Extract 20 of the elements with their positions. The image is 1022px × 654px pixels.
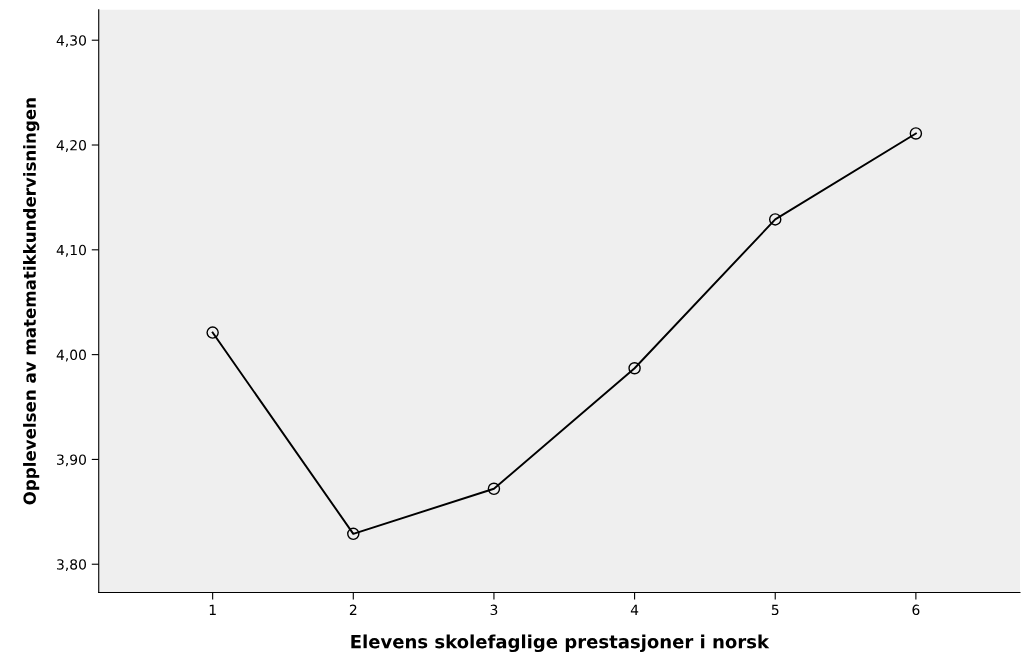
x-tick-label: 4 — [630, 604, 639, 615]
y-tick-label: 3,80 — [57, 559, 86, 572]
point — [347, 527, 360, 541]
y-tick-label: 4,30 — [56, 35, 86, 48]
point — [206, 326, 219, 339]
point — [628, 361, 641, 375]
x-tick-label: 6 — [912, 604, 920, 616]
point — [909, 127, 923, 140]
x-axis-title: Elevens skolefaglige prestasjoner i norsk — [351, 634, 770, 653]
y-axis-title: Opplevelsen av matematikkundervisningen — [23, 98, 40, 505]
y-tick-label: 4,10 — [56, 244, 86, 257]
point — [768, 213, 782, 226]
y-tick-label: 4,00 — [56, 349, 86, 362]
y-tick-label: 3,90 — [57, 454, 86, 467]
x-tick-label: 1 — [209, 604, 216, 615]
x-tick-label: 5 — [771, 604, 779, 616]
x-tick-label: 2 — [349, 604, 357, 615]
point — [487, 482, 501, 496]
x-tick-label: 3 — [490, 604, 498, 616]
y-tick-label: 4,20 — [56, 139, 86, 152]
